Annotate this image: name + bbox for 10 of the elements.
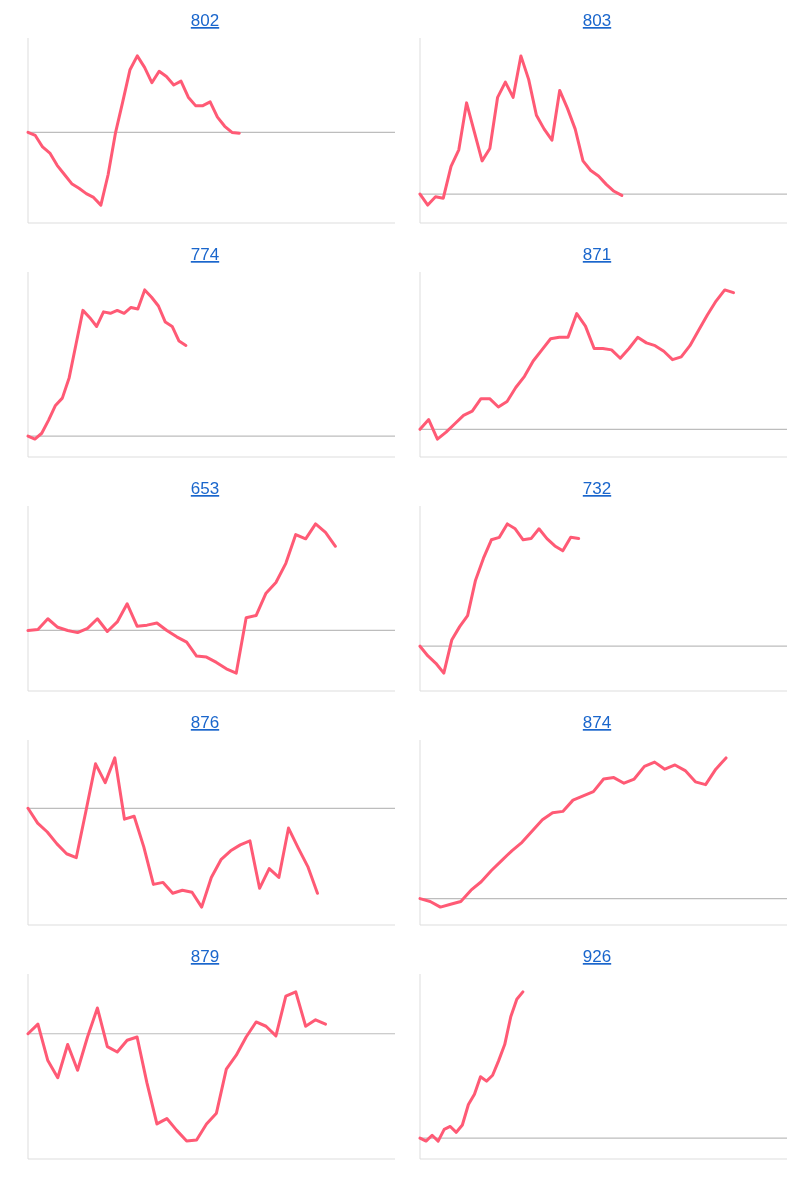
chart-title: 876 [190,713,220,732]
chart-title: 879 [190,947,220,966]
chart-title: 871 [582,245,612,264]
chart-title: 926 [582,947,612,966]
chart-title: 653 [190,479,220,498]
chart-title: 803 [582,11,612,30]
chart-title: 774 [190,245,220,264]
chart-title: 802 [190,11,220,30]
chart-title: 732 [582,479,612,498]
chart-title: 874 [582,713,612,732]
